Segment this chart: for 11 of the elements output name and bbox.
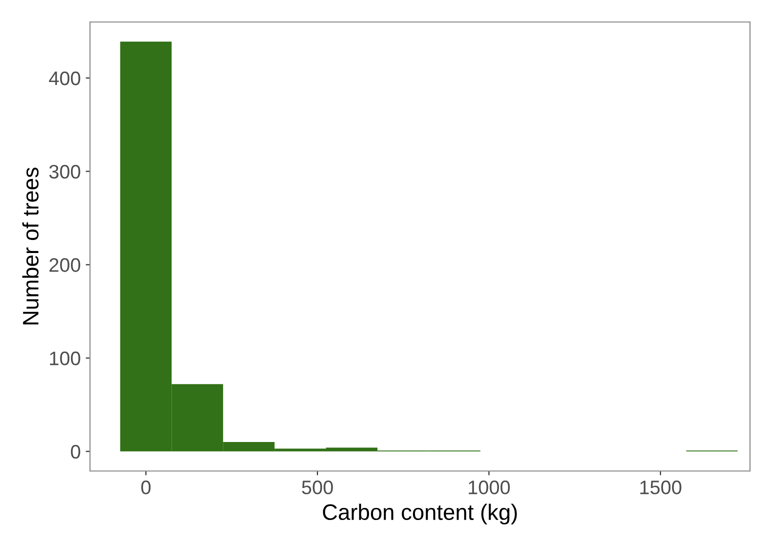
y-tick-label: 100 <box>50 352 80 366</box>
x-axis-title: Carbon content (kg) <box>322 504 517 524</box>
x-tick-label: 1000 <box>468 480 510 494</box>
x-tick-label: 500 <box>302 480 333 494</box>
y-tick-label: 0 <box>70 444 80 459</box>
y-tick-label: 400 <box>48 71 80 86</box>
y-axis-title: Number of trees <box>22 168 39 324</box>
y-tick-label: 200 <box>50 258 80 272</box>
x-tick-label: 1500 <box>640 480 682 494</box>
y-tick-label: 300 <box>49 164 80 179</box>
x-tick-label: 0 <box>141 480 151 494</box>
